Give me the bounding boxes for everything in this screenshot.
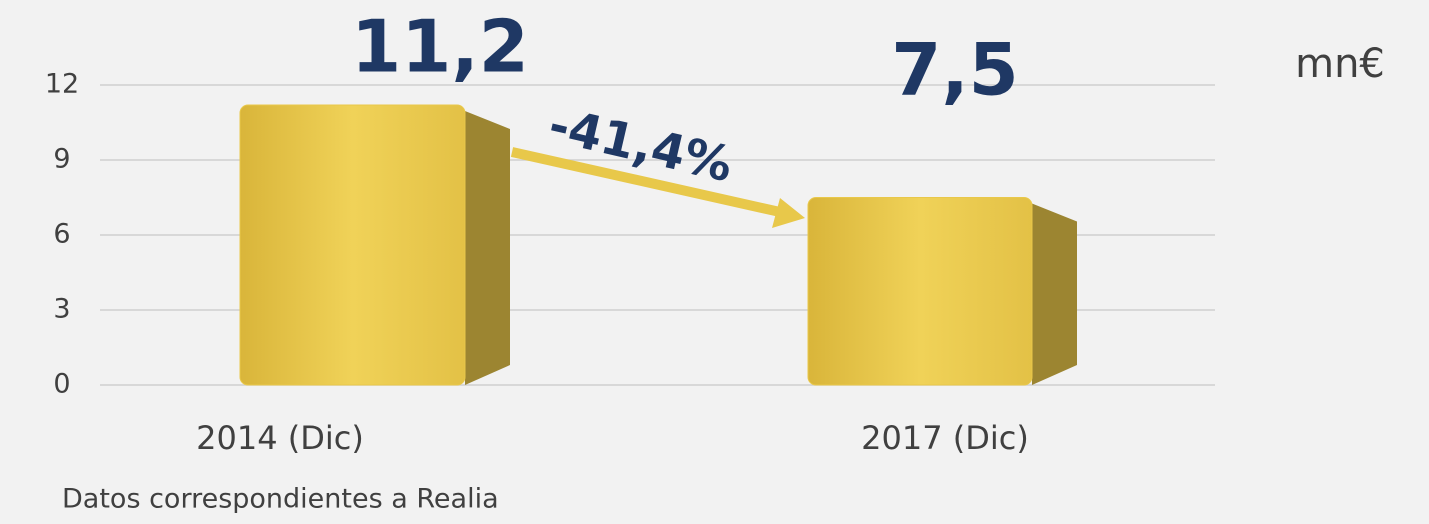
bar-side: [1032, 203, 1077, 385]
y-tick-label: 3: [53, 294, 70, 325]
unit-label: mn€: [1295, 41, 1385, 87]
y-tick-label: 0: [53, 369, 70, 400]
x-tick-label: 2017 (Dic): [861, 419, 1029, 457]
data-label: 11,2: [351, 5, 529, 89]
footnote: Datos correspondientes a Realia: [62, 484, 499, 515]
y-tick-label: 9: [53, 144, 70, 175]
y-tick-label: 6: [53, 219, 70, 250]
data-label: 7,5: [891, 28, 1019, 112]
change-arrowhead: [772, 198, 805, 228]
change-arrow: [510, 147, 782, 217]
x-tick-label: 2014 (Dic): [196, 419, 364, 457]
bar-side: [465, 111, 510, 385]
y-tick-label: 12: [45, 69, 79, 100]
bar: [807, 197, 1033, 386]
bar: [239, 104, 466, 386]
